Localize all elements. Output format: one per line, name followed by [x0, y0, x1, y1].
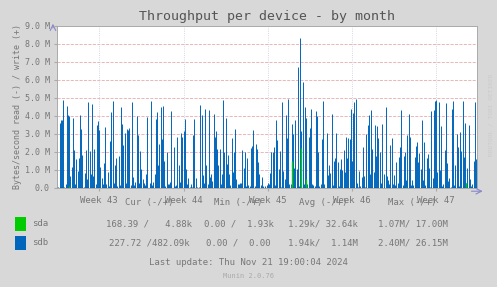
Text: sdb: sdb	[32, 238, 48, 247]
Text: 0.00 /  1.93k: 0.00 / 1.93k	[204, 219, 273, 228]
Text: 227.72 /482.09k: 227.72 /482.09k	[109, 238, 189, 247]
Text: 1.29k/ 32.64k: 1.29k/ 32.64k	[288, 219, 358, 228]
Text: Max (-/+): Max (-/+)	[388, 198, 437, 207]
Text: Min (-/+): Min (-/+)	[214, 198, 263, 207]
Text: 0.00 /  0.00: 0.00 / 0.00	[206, 238, 271, 247]
Text: 2.40M/ 26.15M: 2.40M/ 26.15M	[378, 238, 447, 247]
Text: 1.07M/ 17.00M: 1.07M/ 17.00M	[378, 219, 447, 228]
Text: 168.39 /   4.88k: 168.39 / 4.88k	[106, 219, 192, 228]
Text: Last update: Thu Nov 21 19:00:04 2024: Last update: Thu Nov 21 19:00:04 2024	[149, 258, 348, 267]
Text: 1.94k/  1.14M: 1.94k/ 1.14M	[288, 238, 358, 247]
Text: sda: sda	[32, 219, 48, 228]
Text: RRDTOOL / TOBI OETIKER: RRDTOOL / TOBI OETIKER	[489, 73, 494, 156]
Text: Munin 2.0.76: Munin 2.0.76	[223, 273, 274, 279]
Text: Avg (-/+): Avg (-/+)	[299, 198, 347, 207]
Y-axis label: Bytes/second read (-) / write (+): Bytes/second read (-) / write (+)	[13, 24, 22, 189]
Text: Cur (-/+): Cur (-/+)	[125, 198, 173, 207]
Title: Throughput per device - by month: Throughput per device - by month	[139, 10, 395, 23]
